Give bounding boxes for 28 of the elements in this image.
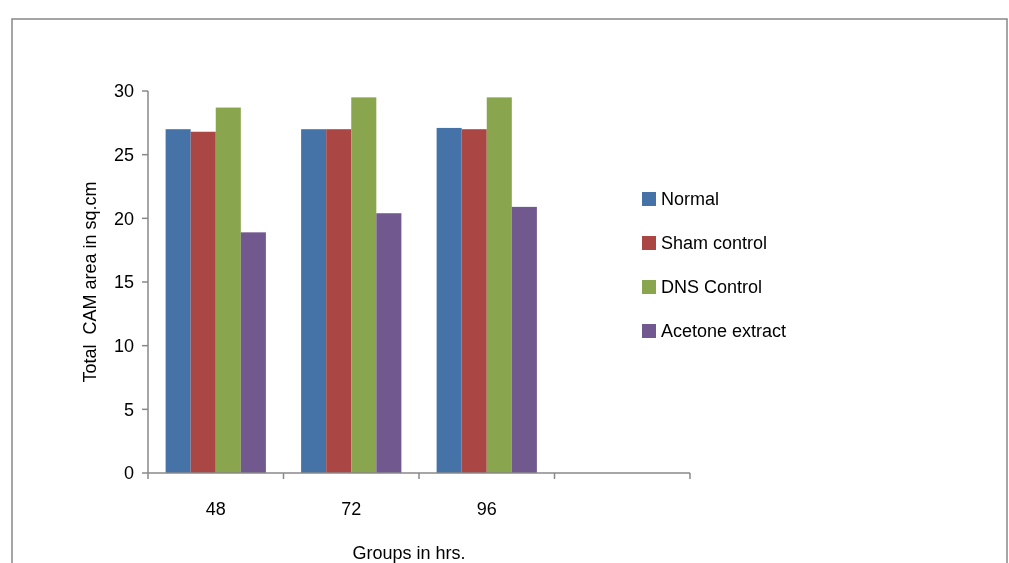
legend-label: Acetone extract [661,321,787,342]
bar [190,131,216,473]
x-axis-title: Groups in hrs. [352,543,466,563]
y-tick-label: 30 [113,81,134,102]
legend-label: Normal [661,189,720,210]
bar [301,129,327,473]
bar [486,97,512,473]
y-axis-title: Total CAM area in sq.cm [80,181,100,383]
bar [215,107,241,473]
y-tick-label: 5 [123,399,134,420]
x-tick-label: 48 [205,499,226,519]
y-tick-label: 15 [113,272,134,293]
bar [165,129,191,473]
bar [461,129,487,473]
legend-label: Sham control [661,233,768,254]
y-tick-label: 10 [113,335,134,356]
y-tick-label: 20 [113,208,134,229]
bar [511,206,537,473]
bar [240,232,266,473]
x-tick-label: 96 [476,499,497,519]
x-tick-label: 72 [341,499,362,519]
bar [376,213,402,473]
bar [436,127,462,473]
legend-label: DNS Control [661,277,763,298]
bar [351,97,377,473]
y-tick-label: 0 [123,463,134,484]
y-tick-label: 25 [113,144,134,165]
bar [326,129,352,473]
